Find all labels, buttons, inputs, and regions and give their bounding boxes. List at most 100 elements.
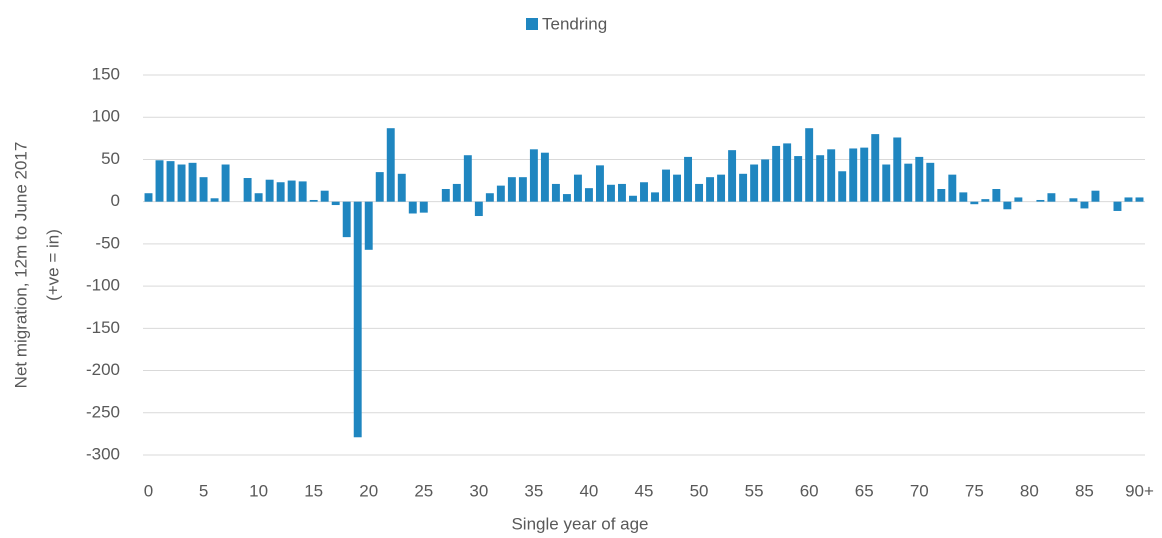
bar bbox=[419, 201, 428, 213]
bar bbox=[772, 145, 781, 202]
bar bbox=[816, 155, 825, 202]
bar bbox=[584, 188, 593, 202]
bar bbox=[871, 134, 880, 202]
x-tick-label: 55 bbox=[745, 481, 764, 500]
bar bbox=[827, 149, 836, 202]
bar bbox=[662, 169, 670, 202]
bar bbox=[573, 174, 582, 202]
y-axis-title-line: Net migration, 12m to June 2017 bbox=[11, 142, 30, 389]
bar bbox=[1047, 193, 1056, 202]
x-axis-title: Single year of age bbox=[511, 514, 648, 533]
bar bbox=[794, 156, 803, 202]
x-tick-label: 60 bbox=[800, 481, 819, 500]
y-tick-label: 0 bbox=[111, 191, 120, 210]
bar bbox=[706, 177, 715, 202]
y-tick-label: -100 bbox=[86, 276, 120, 295]
bar bbox=[287, 180, 296, 202]
x-tick-label: 70 bbox=[910, 481, 929, 500]
bar bbox=[210, 198, 219, 202]
bar bbox=[309, 199, 318, 202]
x-tick-label: 80 bbox=[1020, 481, 1039, 500]
bar bbox=[320, 190, 329, 202]
y-axis-title: Net migration, 12m to June 2017 (+ve = i… bbox=[11, 142, 62, 389]
bar bbox=[838, 171, 847, 202]
x-tick-label: 75 bbox=[965, 481, 984, 500]
bar bbox=[893, 137, 902, 202]
x-tick-label: 5 bbox=[199, 481, 208, 500]
y-tick-label: -50 bbox=[95, 233, 120, 252]
bar bbox=[551, 183, 560, 202]
bar bbox=[948, 174, 957, 202]
bar bbox=[1113, 201, 1122, 211]
x-tick-label: 85 bbox=[1075, 481, 1094, 500]
y-tick-label: -250 bbox=[86, 402, 120, 421]
bar bbox=[849, 148, 858, 202]
bar bbox=[562, 194, 571, 202]
y-tick-label: -150 bbox=[86, 318, 120, 337]
bar bbox=[761, 159, 770, 202]
bar bbox=[651, 192, 659, 202]
x-tick-label: 50 bbox=[690, 481, 709, 500]
bar bbox=[629, 195, 637, 202]
bar bbox=[199, 177, 208, 202]
y-tick-label: 150 bbox=[92, 64, 120, 83]
bar bbox=[375, 172, 384, 202]
bar bbox=[397, 173, 406, 202]
x-tick-label: 45 bbox=[635, 481, 654, 500]
bar bbox=[673, 174, 681, 202]
bar bbox=[529, 149, 538, 202]
y-tick-label: -300 bbox=[86, 444, 120, 463]
bar bbox=[155, 160, 164, 202]
bar bbox=[1080, 201, 1089, 209]
bar bbox=[981, 199, 990, 202]
bar bbox=[408, 201, 417, 214]
x-tick-label: 35 bbox=[524, 481, 543, 500]
bar bbox=[540, 152, 549, 202]
bar bbox=[441, 189, 450, 202]
legend-swatch bbox=[526, 18, 538, 30]
bar bbox=[496, 185, 505, 202]
bar bbox=[364, 201, 373, 250]
bar bbox=[1091, 190, 1100, 202]
bar bbox=[937, 189, 946, 202]
x-tick-label: 0 bbox=[144, 481, 153, 500]
bar bbox=[607, 184, 615, 202]
bar bbox=[166, 161, 175, 202]
y-tick-label: -200 bbox=[86, 360, 120, 379]
bar bbox=[1014, 197, 1023, 202]
bar bbox=[518, 177, 527, 202]
x-tick-label: 30 bbox=[469, 481, 488, 500]
bar bbox=[992, 189, 1001, 202]
bar bbox=[221, 164, 230, 202]
bar bbox=[474, 201, 483, 217]
bar bbox=[1036, 199, 1045, 202]
x-tick-label: 65 bbox=[855, 481, 874, 500]
bar bbox=[1069, 198, 1078, 202]
bar bbox=[298, 181, 307, 202]
bar bbox=[684, 156, 693, 202]
bar bbox=[805, 128, 814, 202]
bar bbox=[276, 182, 285, 202]
bar bbox=[695, 183, 704, 202]
bar bbox=[485, 193, 494, 202]
bar bbox=[463, 155, 472, 202]
x-tick-label: 15 bbox=[304, 481, 323, 500]
bar bbox=[904, 163, 913, 202]
x-tick-label: 20 bbox=[359, 481, 378, 500]
x-tick-label: 90+ bbox=[1125, 481, 1154, 500]
bar bbox=[739, 173, 748, 202]
bar bbox=[783, 143, 792, 202]
bar bbox=[1135, 197, 1144, 202]
bar bbox=[188, 162, 197, 202]
bar bbox=[959, 192, 968, 202]
bar bbox=[728, 150, 737, 202]
bar bbox=[860, 147, 869, 202]
x-tick-label: 10 bbox=[249, 481, 268, 500]
x-tick-label: 40 bbox=[579, 481, 598, 500]
bar bbox=[386, 128, 395, 202]
bar bbox=[970, 201, 979, 205]
legend-label: Tendring bbox=[542, 14, 607, 33]
x-tick-label: 25 bbox=[414, 481, 433, 500]
y-axis-title-line: (+ve = in) bbox=[43, 229, 62, 301]
